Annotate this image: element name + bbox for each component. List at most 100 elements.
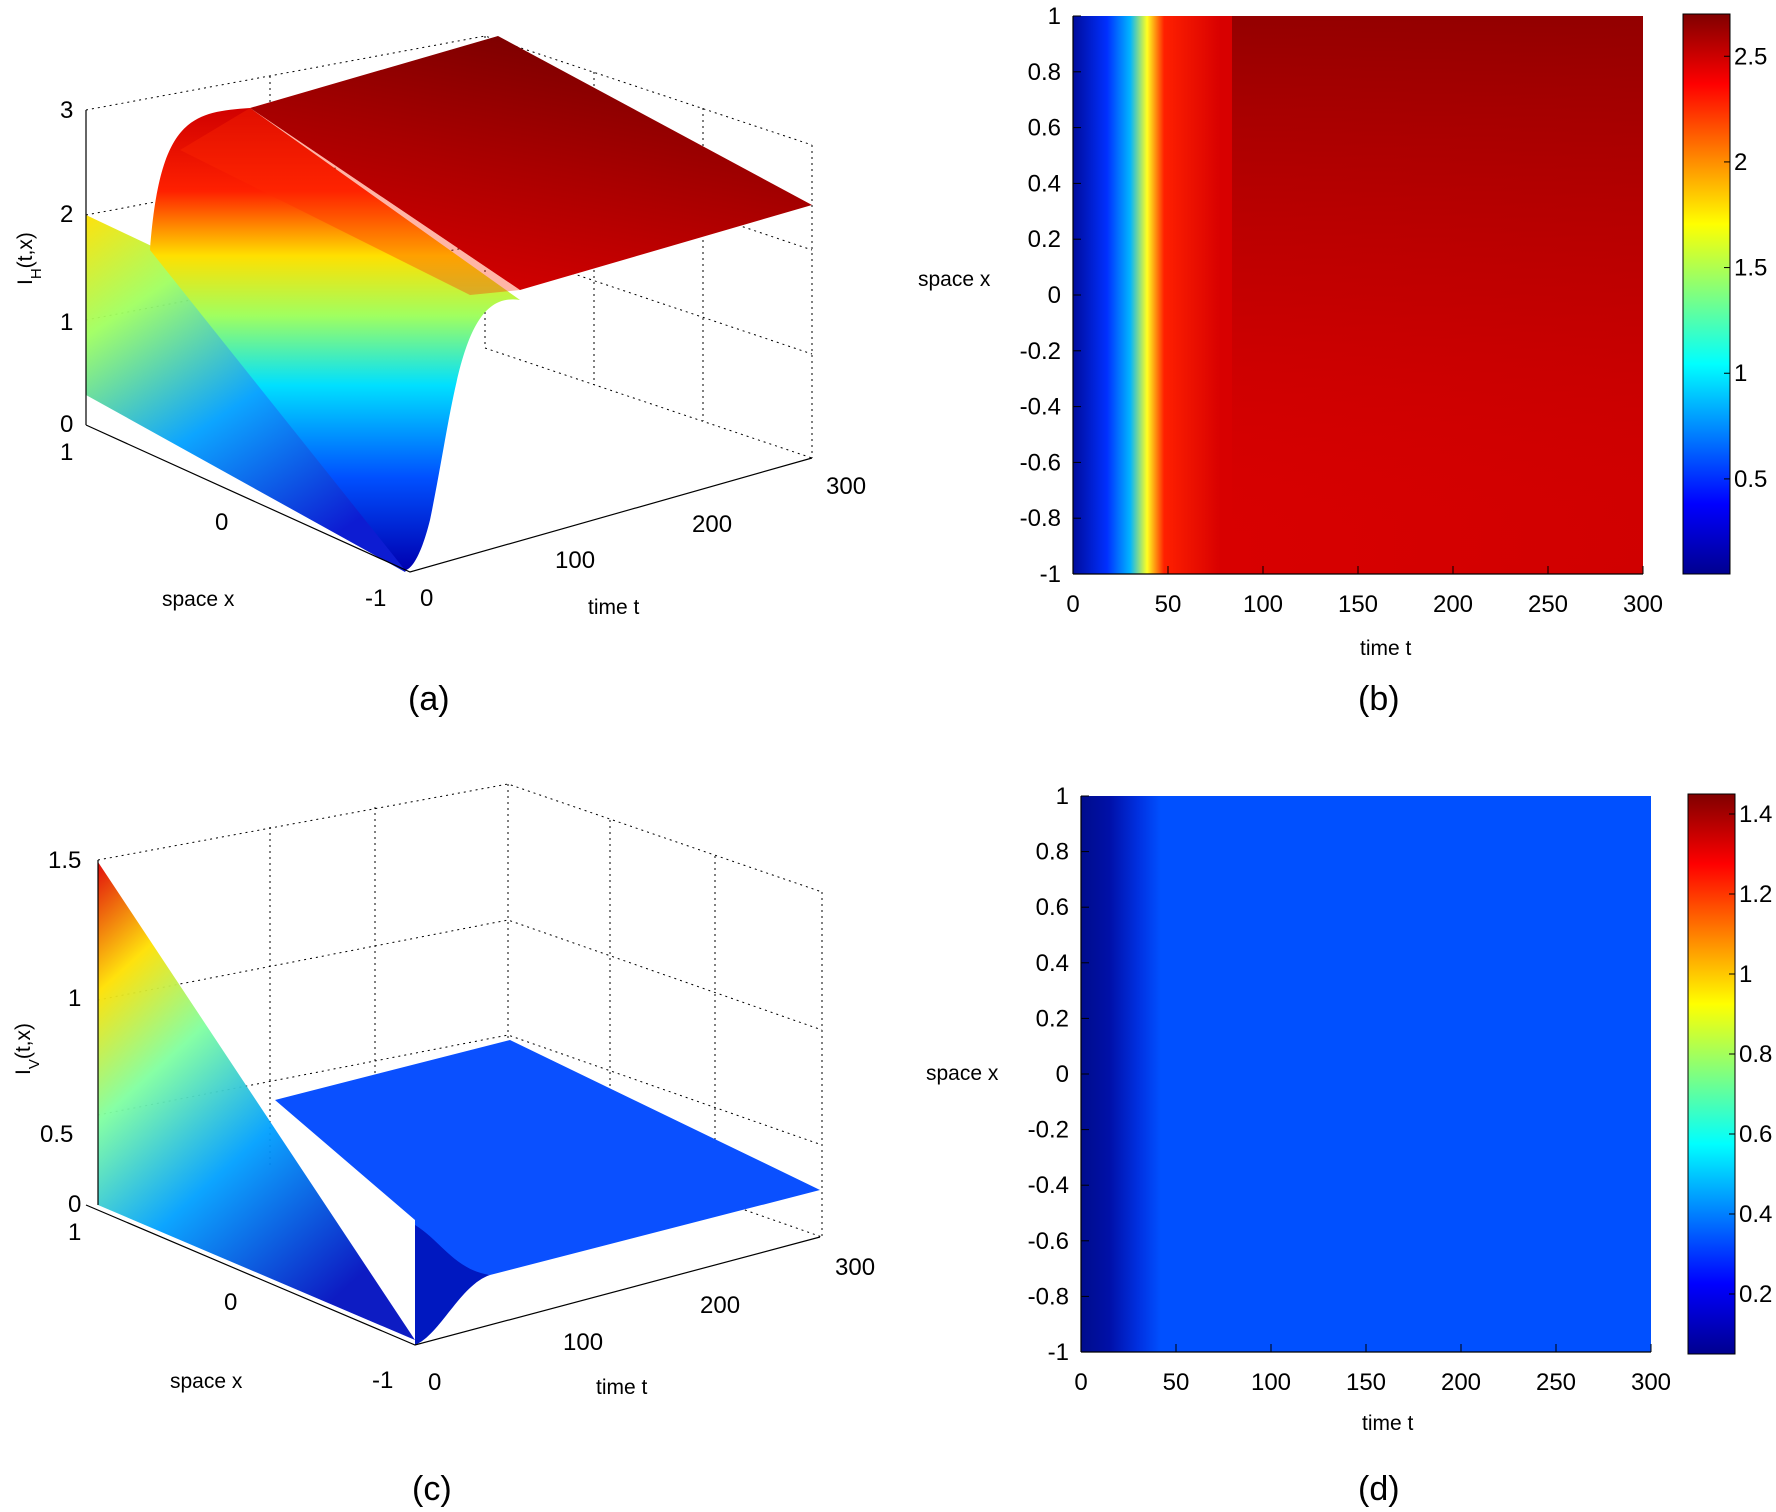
a-x-tick: 1	[60, 439, 73, 466]
panel-c-plateau	[275, 1040, 820, 1345]
c-x-tick: 0	[224, 1289, 237, 1316]
c-z-tick: 1	[68, 985, 81, 1012]
x-tick-label: 200	[1441, 1369, 1481, 1396]
y-tick-label: -0.6	[1028, 1228, 1069, 1255]
panel-a-rising-sheet	[150, 108, 520, 570]
c-t-tick: 100	[563, 1329, 603, 1356]
y-tick-label: 1	[1056, 783, 1069, 810]
a-z-tick: 3	[60, 97, 73, 124]
a-z-tick: 2	[60, 201, 73, 228]
y-tick-label: -0.6	[1020, 449, 1061, 476]
c-xlabel: space x	[170, 1370, 243, 1393]
colorbar-tick-label: 2	[1734, 149, 1747, 176]
panel-a-t-ticks: 0 100 200 300	[420, 473, 866, 612]
y-tick-label: 0.8	[1036, 839, 1069, 866]
b-colorbar-ticks: 0.5 1 1.5 2 2.5	[1724, 43, 1767, 493]
y-tick-label: -0.2	[1028, 1117, 1069, 1144]
x-tick-label: 150	[1338, 591, 1378, 618]
b-colorbar	[1682, 13, 1731, 575]
panel-b-ticks: 0 50 100 150 200 250 300 -1 -0.8 -0.6 -0.4 -0.2 0 0.2…	[1020, 3, 1663, 618]
x-tick-label: 250	[1528, 591, 1568, 618]
d-colorbar-ticks: 0.2 0.4 0.6 0.8 1 1.2 1.4	[1729, 801, 1772, 1308]
x-tick-label: 250	[1536, 1369, 1576, 1396]
x-tick-label: 100	[1251, 1369, 1291, 1396]
caption-c: (c)	[412, 1470, 452, 1508]
colorbar-tick-label: 0.8	[1739, 1041, 1772, 1068]
x-tick-label: 300	[1631, 1369, 1671, 1396]
a-z-tick: 1	[60, 309, 73, 336]
a-x-tick: 0	[215, 509, 228, 536]
panel-d-ticks: 0 50 100 150 200 250 300 -1 -0.8 -0.6 -0.4 -0.2 0 0.2…	[1028, 783, 1671, 1396]
colorbar-tick-label: 0.6	[1739, 1121, 1772, 1148]
colorbar-tick-label: 1	[1739, 961, 1752, 988]
y-tick-label: 0.4	[1036, 950, 1069, 977]
panel-c-x-ticks: 1 0 -1	[68, 1219, 393, 1394]
panel-b-heatmap: 0 50 100 150 200 250 300 -1 -0.8 -0.6 -0.4 -0.2 0 0.2…	[918, 3, 1767, 718]
y-tick-label: 0.4	[1028, 170, 1061, 197]
panel-a-surface-plot: 3 2 1 0 1 0 -1 0 100 200 300 space x tim…	[14, 35, 866, 718]
caption-d: (d)	[1358, 1470, 1400, 1508]
colorbar-tick-label: 1.2	[1739, 881, 1772, 908]
caption-a: (a)	[408, 680, 450, 718]
y-tick-label: 0	[1048, 282, 1061, 309]
y-tick-label: 0.6	[1036, 894, 1069, 921]
colorbar-tick-label: 2.5	[1734, 43, 1767, 70]
colorbar-tick-label: 1.5	[1734, 255, 1767, 282]
c-t-tick: 200	[700, 1292, 740, 1319]
d-ylabel: space x	[926, 1062, 999, 1085]
y-tick-label: -1	[1048, 1339, 1069, 1366]
y-tick-label: 1	[1048, 3, 1061, 30]
panel-a-plateau	[250, 36, 812, 290]
y-tick-label: 0.2	[1036, 1005, 1069, 1032]
x-tick-label: 0	[1074, 1369, 1087, 1396]
a-t-tick: 300	[826, 473, 866, 500]
y-tick-label: -0.8	[1028, 1283, 1069, 1310]
panel-d-heatmap: 0 50 100 150 200 250 300 -1 -0.8 -0.6 -0.4 -0.2 0 0.2…	[926, 783, 1772, 1508]
colorbar-tick-label: 0.5	[1734, 466, 1767, 493]
c-zlabel: IV(t,x)	[12, 1023, 43, 1075]
x-tick-label: 0	[1066, 591, 1079, 618]
x-tick-label: 200	[1433, 591, 1473, 618]
c-t-tick: 0	[428, 1369, 441, 1396]
a-t-tick: 0	[420, 585, 433, 612]
b-xlabel: time t	[1360, 637, 1412, 660]
panel-a-z-ticks: 3 2 1 0	[60, 97, 73, 438]
a-tlabel: time t	[588, 596, 640, 619]
c-t-tick: 300	[835, 1254, 875, 1281]
y-tick-label: 0.8	[1028, 59, 1061, 86]
c-tlabel: time t	[596, 1376, 648, 1399]
colorbar-tick-label: 0.2	[1739, 1281, 1772, 1308]
c-x-tick: 1	[68, 1219, 81, 1246]
x-tick-label: 100	[1243, 591, 1283, 618]
y-tick-label: -0.4	[1028, 1172, 1069, 1199]
colorbar-tick-label: 0.4	[1739, 1201, 1772, 1228]
y-tick-label: -1	[1040, 561, 1061, 588]
y-tick-label: 0.6	[1028, 115, 1061, 142]
colorbar-tick-label: 1	[1734, 360, 1747, 387]
y-tick-label: 0	[1056, 1061, 1069, 1088]
panel-a-initial-sheet	[86, 215, 408, 572]
a-x-tick: -1	[365, 585, 386, 612]
x-tick-label: 150	[1346, 1369, 1386, 1396]
x-tick-label: 300	[1623, 591, 1663, 618]
colorbar-tick-label: 1.4	[1739, 801, 1772, 828]
d-heatmap-area	[1081, 796, 1651, 1352]
a-zlabel: IH(t,x)	[14, 232, 45, 285]
panel-c-t-ticks: 0 100 200 300	[428, 1254, 875, 1396]
c-z-tick: 0	[68, 1191, 81, 1218]
panel-c-z-ticks: 1.5 1 0.5 0	[40, 847, 81, 1218]
d-xlabel: time t	[1362, 1412, 1414, 1435]
panel-a-x-ticks: 1 0 -1	[60, 439, 386, 612]
panel-c-initial-sheet	[98, 862, 415, 1340]
caption-b: (b)	[1358, 680, 1400, 718]
b-ylabel: space x	[918, 268, 991, 291]
y-tick-label: 0.2	[1028, 226, 1061, 253]
a-xlabel: space x	[162, 588, 235, 611]
panel-c-surface-plot: 1.5 1 0.5 0 1 0 -1 0 100 200 300 space x…	[12, 783, 875, 1508]
d-colorbar	[1687, 793, 1736, 1355]
a-t-tick: 100	[555, 547, 595, 574]
a-z-tick: 0	[60, 411, 73, 438]
c-z-tick: 1.5	[48, 847, 81, 874]
y-tick-label: -0.8	[1020, 505, 1061, 532]
